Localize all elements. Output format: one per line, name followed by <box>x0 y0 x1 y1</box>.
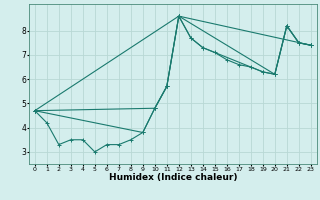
X-axis label: Humidex (Indice chaleur): Humidex (Indice chaleur) <box>108 173 237 182</box>
